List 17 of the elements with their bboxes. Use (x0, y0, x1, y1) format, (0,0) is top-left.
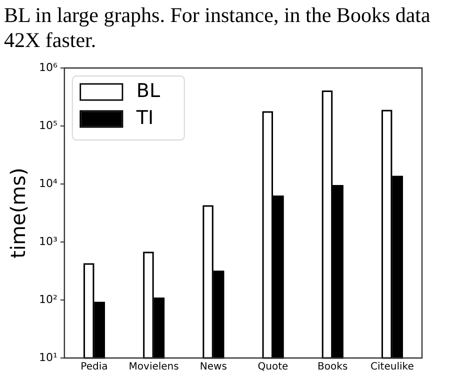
text: 42X faster. (4, 28, 98, 53)
y-tick-label: 10⁵ (38, 118, 58, 132)
y-tick-label: 10¹ (38, 350, 58, 364)
x-tick-label: Books (318, 362, 348, 373)
x-tick-label: Movielens (128, 362, 179, 373)
x-tick-label: Pedia (80, 362, 108, 373)
x-tick-label: Citeulike (370, 362, 414, 373)
legend-label: TI (135, 106, 154, 129)
y-axis-title: time(ms) (6, 168, 30, 258)
legend-label: BL (136, 80, 160, 102)
y-tick-label: 10⁴ (38, 176, 58, 190)
x-tick-label: Quote (258, 362, 288, 373)
y-tick-label: 10² (38, 292, 58, 306)
text: BL in large graphs. For instance, in the Books data (4, 3, 432, 28)
x-tick-label: News (200, 362, 227, 373)
y-tick-label: 10⁶ (38, 60, 58, 74)
y-tick-label: 10³ (38, 234, 58, 248)
